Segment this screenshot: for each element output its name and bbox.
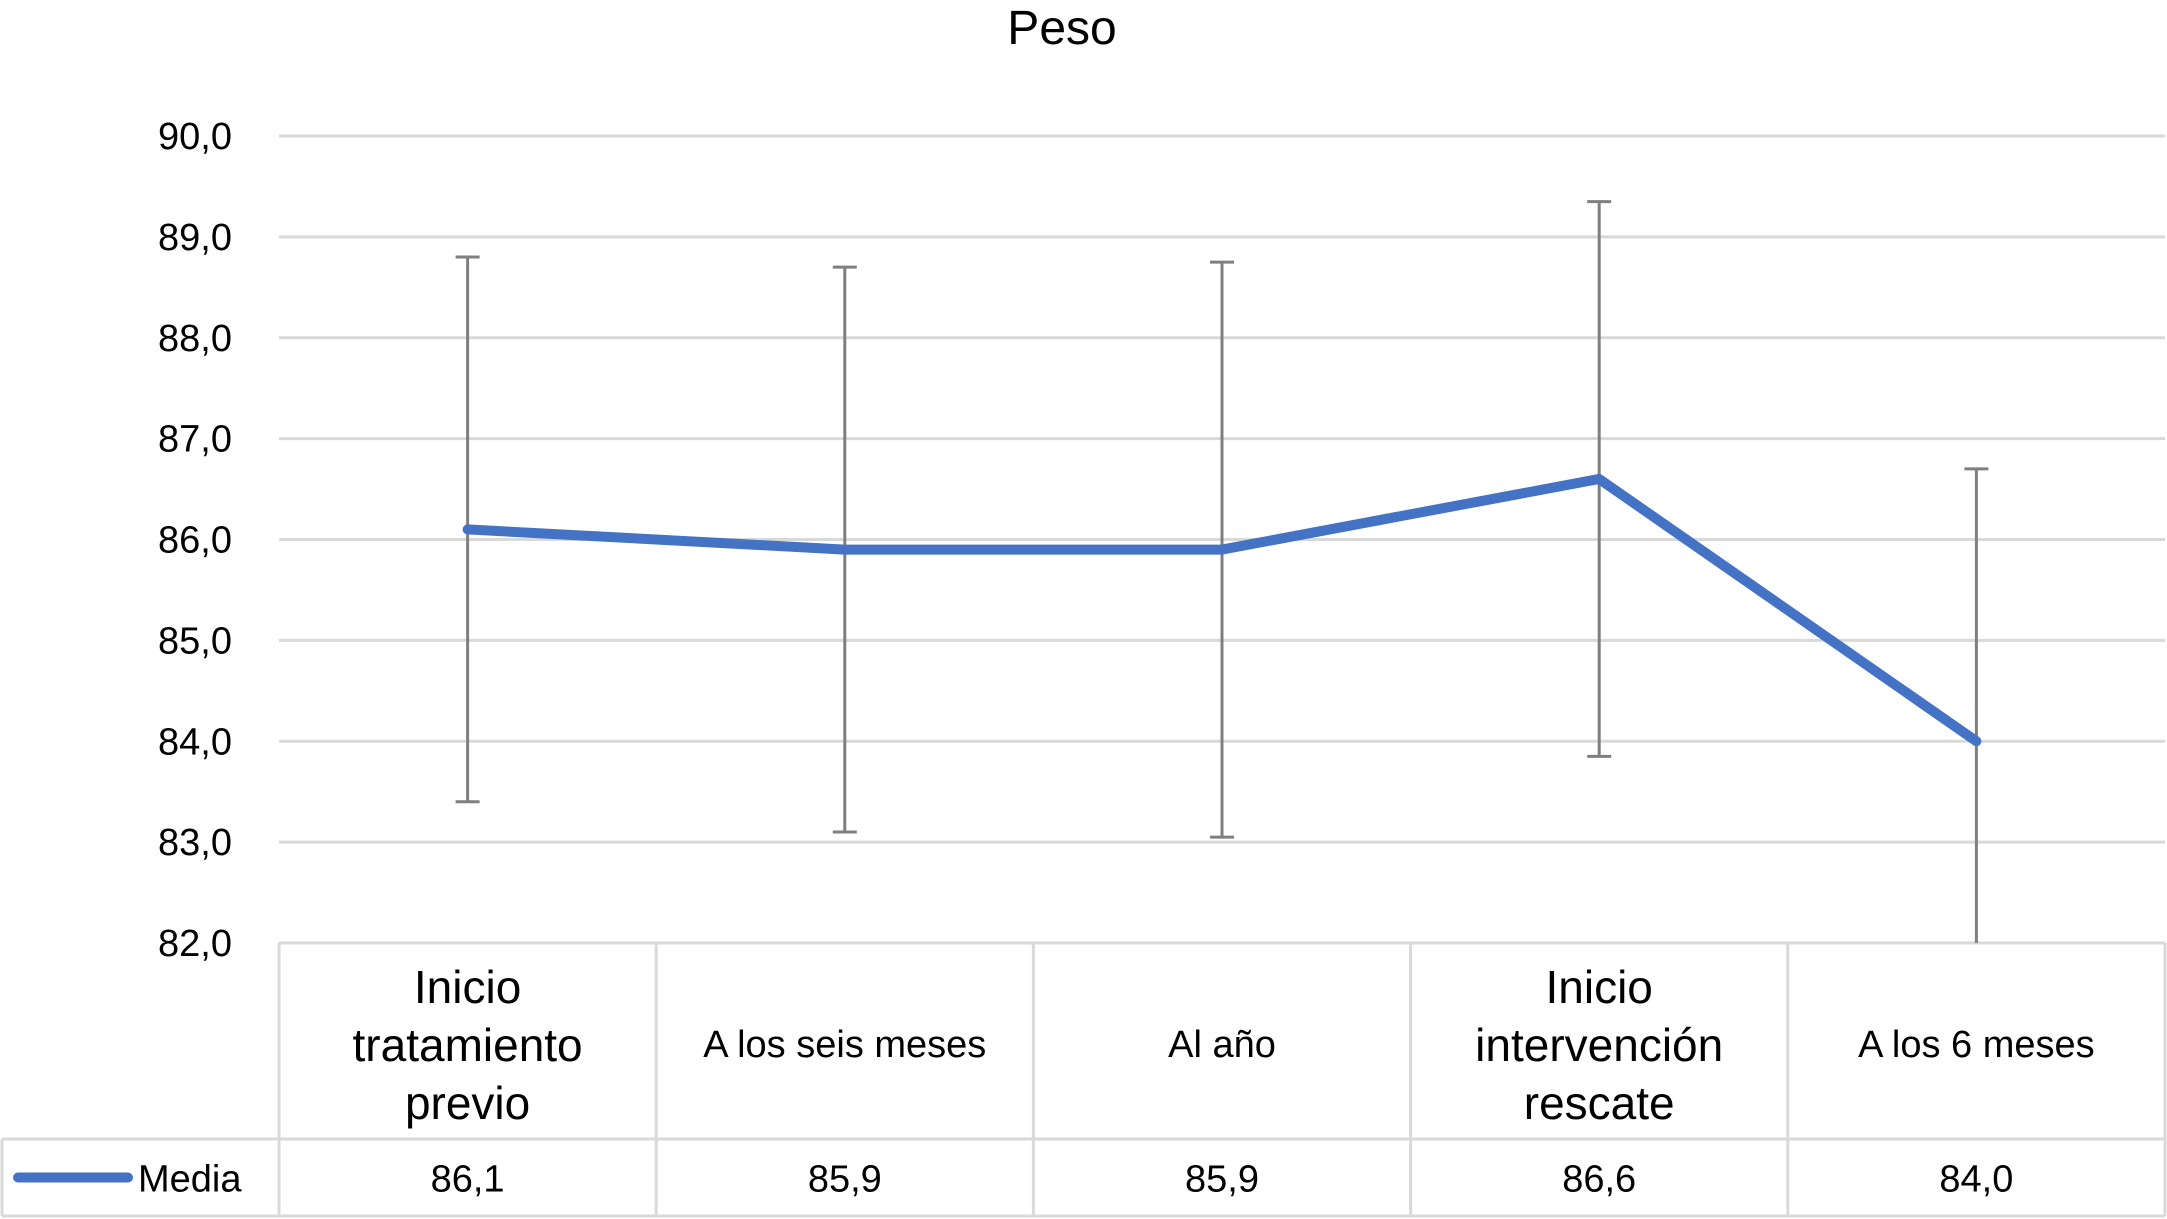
y-tick-label: 83,0 bbox=[158, 822, 232, 864]
y-tick-label: 88,0 bbox=[158, 318, 232, 360]
data-value-label: 86,1 bbox=[431, 1159, 505, 1201]
data-table: Inicio tratamiento previo A los seis meses A… bbox=[0, 941, 2167, 1218]
chart-title: Peso bbox=[1007, 2, 1116, 55]
y-axis-ticks: 90,0 89,0 88,0 87,0 86,0 85,0 84,0 83,0 82,0 bbox=[158, 116, 232, 965]
data-value-label: 84,0 bbox=[1939, 1159, 2013, 1201]
y-tick-label: 90,0 bbox=[158, 116, 232, 158]
y-tick-label: 82,0 bbox=[158, 923, 232, 965]
x-category-label: Inicio tratamiento previo bbox=[353, 961, 583, 1129]
x-category-label: Al año bbox=[1168, 1024, 1276, 1066]
y-tick-label: 89,0 bbox=[158, 217, 232, 259]
series-lines bbox=[462, 473, 1982, 747]
y-tick-label: 84,0 bbox=[158, 721, 232, 763]
y-tick-label: 86,0 bbox=[158, 520, 232, 562]
x-category-label: Inicio intervención rescate bbox=[1475, 961, 1723, 1129]
data-value-label: 85,9 bbox=[1185, 1159, 1259, 1201]
series-line-media bbox=[462, 473, 1982, 747]
legend-label-media: Media bbox=[138, 1159, 242, 1201]
error-bars bbox=[455, 200, 1989, 943]
y-tick-label: 87,0 bbox=[158, 419, 232, 461]
data-value-label: 86,6 bbox=[1562, 1159, 1636, 1201]
x-category-label: A los seis meses bbox=[703, 1024, 986, 1066]
y-tick-label: 85,0 bbox=[158, 620, 232, 662]
x-category-label: A los 6 meses bbox=[1858, 1024, 2095, 1066]
data-value-label: 85,9 bbox=[808, 1159, 882, 1201]
